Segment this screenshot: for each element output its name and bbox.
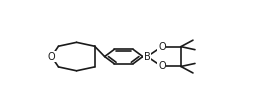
Text: O: O — [158, 61, 166, 71]
Text: O: O — [48, 52, 55, 62]
Text: B: B — [144, 52, 150, 62]
Text: O: O — [158, 42, 166, 52]
